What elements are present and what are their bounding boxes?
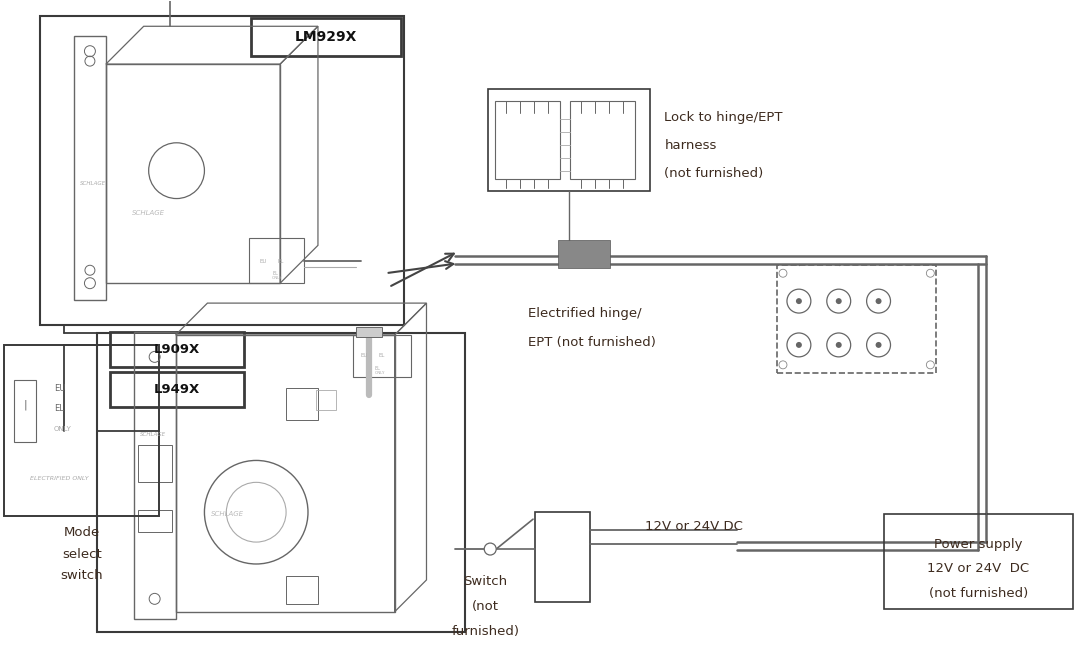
Bar: [488, 89, 650, 191]
Bar: [316, 390, 336, 409]
Text: SCHLAGE: SCHLAGE: [211, 511, 245, 517]
Bar: [286, 576, 318, 604]
Text: EL: EL: [272, 271, 278, 276]
Text: harness: harness: [665, 140, 717, 152]
Text: (not: (not: [472, 601, 499, 613]
Bar: [249, 238, 304, 283]
Text: EL: EL: [379, 354, 386, 358]
Text: Electrified hinge/: Electrified hinge/: [529, 307, 642, 320]
Text: 12V or 24V DC: 12V or 24V DC: [645, 519, 743, 533]
Bar: [495, 101, 560, 179]
Text: Switch: Switch: [464, 575, 507, 588]
Bar: [356, 327, 381, 337]
Bar: [14, 380, 36, 441]
Text: EL: EL: [54, 404, 64, 413]
Circle shape: [484, 543, 496, 555]
Text: |: |: [24, 400, 27, 410]
Bar: [138, 510, 171, 532]
Text: Lock to hinge/EPT: Lock to hinge/EPT: [665, 111, 783, 124]
Text: ELECTRIFIED ONLY: ELECTRIFIED ONLY: [29, 476, 89, 481]
Bar: [133, 332, 175, 619]
Text: L909X: L909X: [154, 343, 200, 356]
Circle shape: [875, 342, 882, 348]
Bar: [40, 16, 404, 325]
Text: ONLY: ONLY: [375, 371, 386, 375]
Text: EU: EU: [54, 384, 65, 393]
Bar: [286, 388, 318, 420]
Text: Mode: Mode: [64, 525, 100, 538]
Bar: [558, 240, 610, 269]
Bar: [96, 333, 466, 631]
Bar: [251, 18, 401, 56]
Text: switch: switch: [61, 569, 103, 582]
Text: EPT (not furnished): EPT (not furnished): [529, 337, 656, 349]
Bar: [4, 345, 158, 516]
Text: Power supply: Power supply: [934, 538, 1022, 551]
Bar: [884, 514, 1073, 608]
Text: ONLY: ONLY: [272, 276, 283, 280]
Circle shape: [836, 298, 841, 304]
Text: EU: EU: [361, 354, 368, 358]
Text: furnished): furnished): [452, 626, 519, 638]
Bar: [74, 36, 106, 300]
Text: SCHLAGE: SCHLAGE: [140, 432, 166, 437]
Text: EL: EL: [277, 259, 284, 264]
Bar: [106, 64, 280, 283]
Circle shape: [796, 298, 801, 304]
Bar: [109, 372, 245, 407]
Bar: [535, 512, 590, 602]
Circle shape: [836, 342, 841, 348]
Text: EL: EL: [375, 366, 380, 371]
Text: SCHLAGE: SCHLAGE: [80, 181, 106, 186]
Circle shape: [796, 342, 801, 348]
Text: (not furnished): (not furnished): [665, 167, 764, 180]
Bar: [138, 445, 171, 482]
Bar: [353, 335, 410, 377]
Bar: [175, 335, 394, 612]
Bar: [777, 265, 937, 373]
Text: 12V or 24V  DC: 12V or 24V DC: [927, 563, 1029, 576]
Bar: [109, 332, 245, 367]
Text: (not furnished): (not furnished): [928, 588, 1028, 601]
Text: L949X: L949X: [154, 383, 200, 396]
Text: select: select: [62, 548, 102, 561]
Circle shape: [875, 298, 882, 304]
Bar: [570, 101, 635, 179]
Text: ONLY: ONLY: [54, 426, 71, 432]
Text: EU: EU: [259, 259, 266, 264]
Text: SCHLAGE: SCHLAGE: [132, 210, 165, 217]
Text: LM929X: LM929X: [295, 30, 357, 45]
